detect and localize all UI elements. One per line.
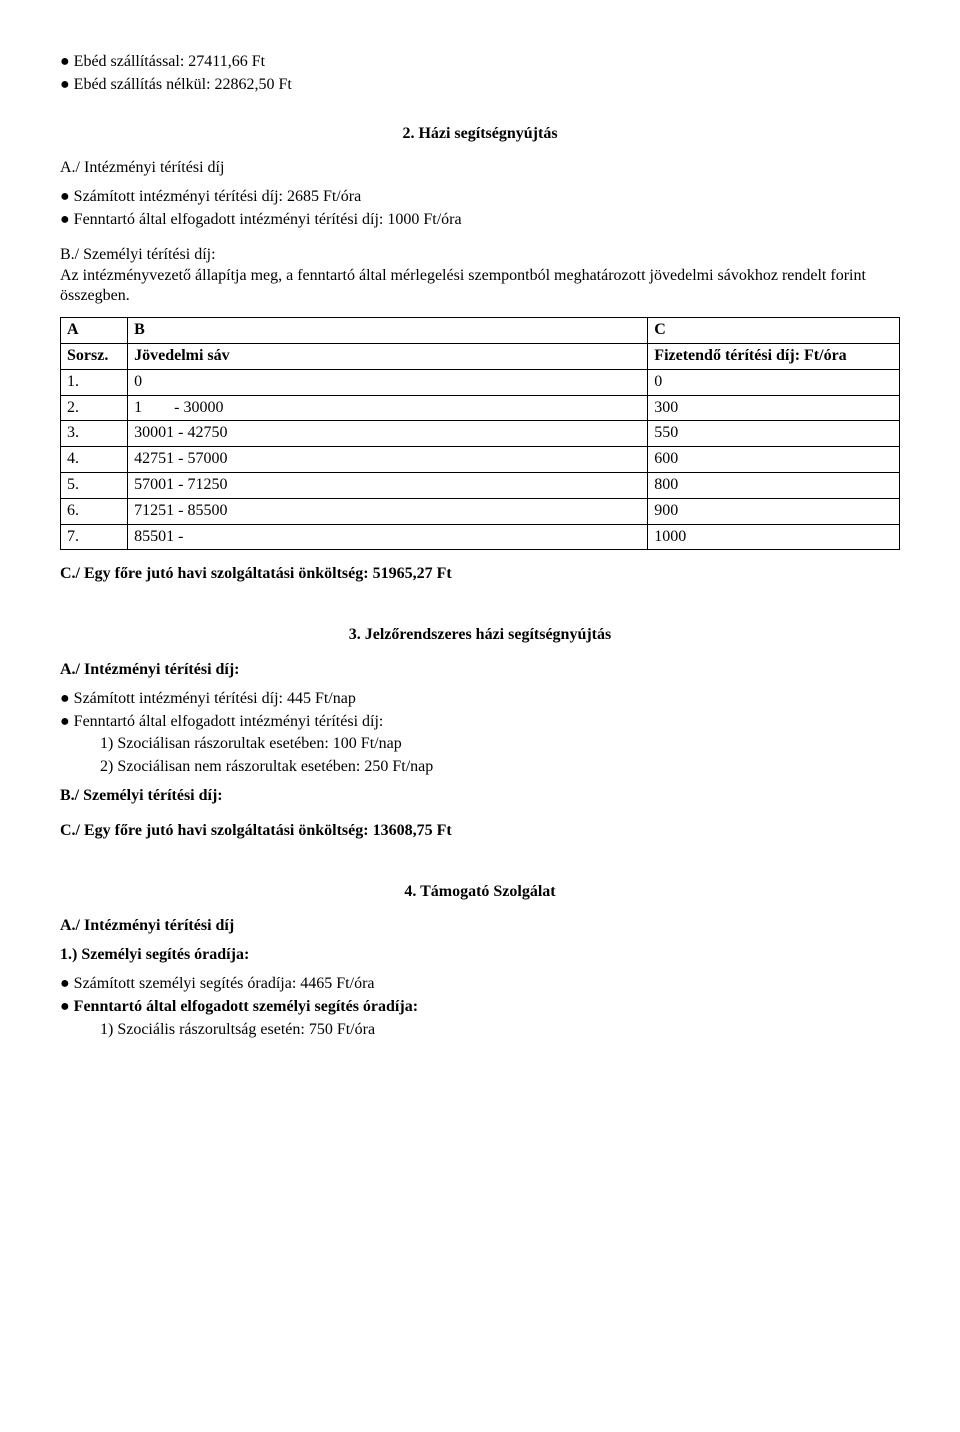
sec3-a-head: A./ Intézményi térítési díj:	[60, 660, 900, 681]
sec2-a-item: ● Számított intézményi térítési díj: 268…	[60, 187, 900, 208]
sec2-b-body: Az intézményvezető állapítja meg, a fenn…	[60, 267, 866, 305]
table-row: 4. 42751 - 57000 600	[61, 447, 900, 473]
th2-a: Sorsz.	[61, 343, 128, 369]
cell: 550	[648, 421, 900, 447]
sec2-b-head: B./ Személyi térítési díj:	[60, 246, 216, 263]
cell: 71251 - 85500	[128, 498, 648, 524]
sec3-a-sub: 2) Szociálisan nem rászorultak esetében:…	[60, 757, 900, 778]
section-3-title: 3. Jelzőrendszeres házi segítségnyújtás	[60, 625, 900, 646]
cell: 900	[648, 498, 900, 524]
sec2-a-item: ● Fenntartó által elfogadott intézményi …	[60, 210, 900, 231]
sec4-a-head: A./ Intézményi térítési díj	[60, 916, 900, 937]
table-row: 3. 30001 - 42750 550	[61, 421, 900, 447]
table-row: 1. 0 0	[61, 369, 900, 395]
th2-c: Fizetendő térítési díj: Ft/óra	[648, 343, 900, 369]
cell: 5.	[61, 472, 128, 498]
cell: 0	[648, 369, 900, 395]
sec3-b-head: B./ Személyi térítési díj:	[60, 786, 900, 807]
cell: 7.	[61, 524, 128, 550]
table-row: 2. 1 - 30000 300	[61, 395, 900, 421]
cell: 3.	[61, 421, 128, 447]
sec2-a-head: A./ Intézményi térítési díj	[60, 158, 900, 179]
table-row: 6. 71251 - 85500 900	[61, 498, 900, 524]
cell: 42751 - 57000	[128, 447, 648, 473]
sec3-a-sub: 1) Szociálisan rászorultak esetében: 100…	[60, 734, 900, 755]
cell: 600	[648, 447, 900, 473]
sec3-a-item: ● Számított intézményi térítési díj: 445…	[60, 689, 900, 710]
sec4-line1: 1.) Személyi segítés óradíja:	[60, 945, 900, 966]
cell: 800	[648, 472, 900, 498]
sec3-c-line: C./ Egy főre jutó havi szolgáltatási önk…	[60, 821, 900, 842]
section-2-title: 2. Házi segítségnyújtás	[60, 124, 900, 145]
top-bullet: ● Ebéd szállítás nélkül: 22862,50 Ft	[60, 75, 900, 96]
th-c: C	[648, 318, 900, 344]
cell: 2.	[61, 395, 128, 421]
cell: 1 - 30000	[128, 395, 648, 421]
th2-b: Jövedelmi sáv	[128, 343, 648, 369]
cell: 1000	[648, 524, 900, 550]
cell: 4.	[61, 447, 128, 473]
sec4-item: ● Számított személyi segítés óradíja: 44…	[60, 974, 900, 995]
section-4-title: 4. Támogató Szolgálat	[60, 882, 900, 903]
sec4-sub: 1) Szociális rászorultság esetén: 750 Ft…	[60, 1020, 900, 1041]
cell: 57001 - 71250	[128, 472, 648, 498]
table-row: 7. 85501 - 1000	[61, 524, 900, 550]
cell: 85501 -	[128, 524, 648, 550]
fee-table: A B C Sorsz. Jövedelmi sáv Fizetendő tér…	[60, 317, 900, 550]
cell: 300	[648, 395, 900, 421]
cell: 6.	[61, 498, 128, 524]
sec2-c-line: C./ Egy főre jutó havi szolgáltatási önk…	[60, 564, 900, 585]
cell: 30001 - 42750	[128, 421, 648, 447]
sec3-a-item: ● Fenntartó által elfogadott intézményi …	[60, 712, 900, 733]
top-bullet: ● Ebéd szállítással: 27411,66 Ft	[60, 52, 900, 73]
th-a: A	[61, 318, 128, 344]
cell: 1.	[61, 369, 128, 395]
th-b: B	[128, 318, 648, 344]
table-row: 5. 57001 - 71250 800	[61, 472, 900, 498]
sec4-item-bold: ● Fenntartó által elfogadott személyi se…	[60, 997, 900, 1018]
cell: 0	[128, 369, 648, 395]
